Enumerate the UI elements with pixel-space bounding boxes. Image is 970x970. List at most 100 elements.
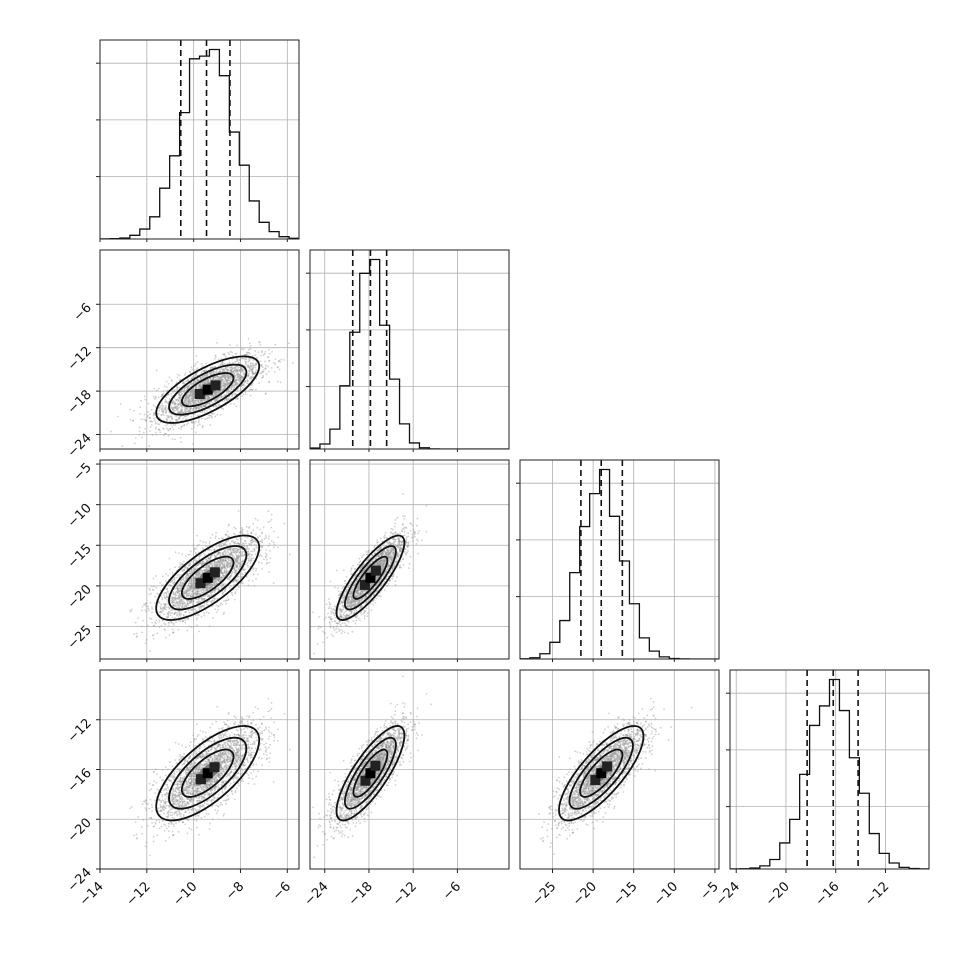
sample-point [208,396,210,399]
sample-point [200,399,203,402]
sample-point [214,561,217,564]
sample-point [197,592,200,595]
sample-point [189,582,192,585]
sample-point [244,380,246,382]
sample-point [190,391,193,394]
sample-point [226,564,229,566]
sample-point [216,341,219,344]
sample-point [217,588,220,591]
sample-point [253,364,255,367]
sample-point [233,542,236,545]
sample-point [148,617,151,620]
sample-point [224,566,226,569]
sample-point [226,374,229,376]
sample-point [214,393,217,396]
sample-point [226,563,228,565]
sample-point [222,574,224,577]
sample-point [225,393,228,395]
sample-point [169,406,172,409]
sample-point [227,398,230,400]
sample-point [164,608,167,611]
sample-point [220,562,222,564]
sample-point [198,569,201,572]
sample-point [186,589,189,592]
sample-point [192,388,194,391]
sample-point [160,611,163,614]
sample-point [200,411,202,414]
sample-point [168,414,170,417]
sample-point [198,563,201,565]
sample-point [190,581,192,584]
sample-point [196,614,199,616]
sample-point [227,598,230,601]
sample-point [207,564,210,567]
sample-point [220,566,223,569]
sample-point [179,583,182,586]
sample-point [131,608,133,611]
sample-point [221,362,224,365]
sample-point [273,546,275,549]
sample-point [208,565,211,568]
sample-point [243,381,246,384]
sample-point [149,426,152,429]
sample-point [195,594,198,596]
sample-point [223,611,225,614]
sample-point [220,569,223,571]
sample-point [198,562,201,565]
sample-point [261,540,264,543]
sample-point [221,565,224,568]
sample-point [197,587,200,590]
sample-point [190,366,193,369]
sample-point [218,576,221,579]
sample-point [216,561,219,564]
sample-point [199,383,201,386]
sample-point [238,373,241,376]
sample-point [220,379,223,382]
sample-point [227,379,230,382]
sample-point [229,376,232,379]
sample-point [174,599,177,601]
sample-point [202,383,204,386]
sample-point [234,591,237,594]
sample-point [207,604,209,606]
sample-point [214,393,217,396]
sample-point [223,566,225,568]
sample-point [208,565,210,568]
sample-point [197,385,200,388]
sample-point [240,526,243,529]
sample-point [247,337,250,340]
sample-point [234,374,237,377]
sample-point [243,568,246,571]
sample-point [192,600,194,603]
sample-point [199,607,202,610]
sample-point [178,594,181,597]
sample-point [168,557,171,560]
sample-point [179,587,182,590]
sample-point [155,433,158,436]
sample-point [180,411,183,414]
sample-point [241,580,244,583]
sample-point [195,593,197,596]
sample-point [156,632,159,635]
sample-point [248,543,251,546]
sample-point [188,594,191,597]
sample-point [229,562,232,565]
sample-point [220,395,223,398]
sample-point [164,605,166,607]
sample-point [220,543,222,546]
sample-point [206,395,209,398]
sample-point [181,583,184,586]
sample-point [190,585,193,587]
sample-point [235,571,238,574]
sample-point [194,381,197,384]
sample-point [204,589,207,591]
sample-point [186,379,189,382]
sample-point [154,428,157,430]
sample-point [148,587,151,590]
sample-point [236,566,239,569]
sample-point [242,376,245,379]
sample-point [171,390,174,393]
sample-point [251,371,254,374]
sample-point [223,368,225,371]
sample-point [254,350,257,352]
